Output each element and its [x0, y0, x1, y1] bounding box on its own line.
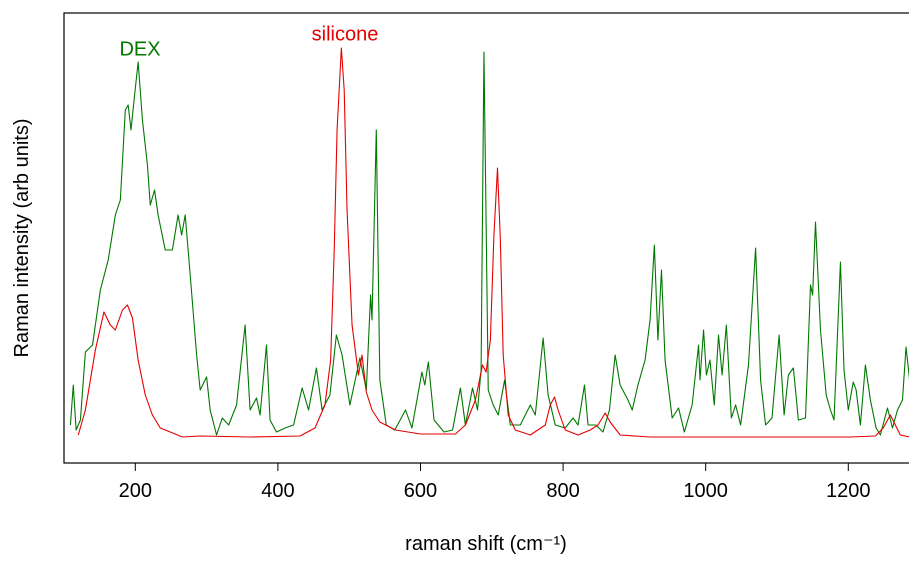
- x-tick-label: 800: [546, 480, 579, 502]
- x-tick-label: 600: [404, 480, 437, 502]
- annotation: silicone: [312, 23, 379, 45]
- plot-frame: [63, 12, 909, 464]
- spectrum-line: [77, 47, 909, 438]
- x-tick-label: 200: [119, 480, 152, 502]
- x-tick-label: 1200: [826, 480, 871, 502]
- y-axis-label: Raman intensity (arb units): [11, 119, 33, 358]
- annotation: DEX: [119, 38, 160, 60]
- plot-area: [69, 47, 909, 438]
- spectrum-line: [69, 51, 909, 436]
- x-axis-label: raman shift (cm⁻¹): [405, 533, 567, 555]
- x-tick-label: 1000: [683, 480, 728, 502]
- x-tick-label: 400: [261, 480, 294, 502]
